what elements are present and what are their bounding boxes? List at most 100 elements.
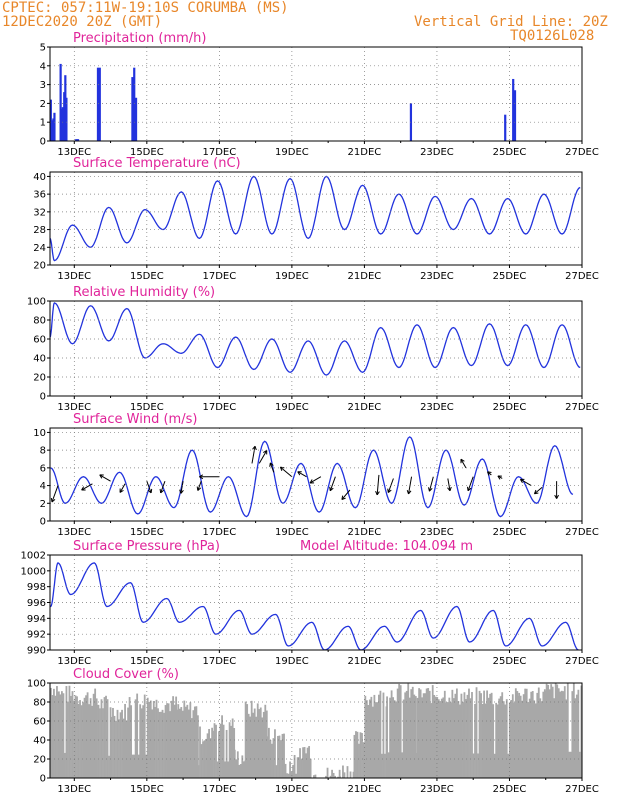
cloud-cover-bar: [511, 694, 514, 778]
cloud-cover-bar: [463, 692, 466, 778]
precipitation-bar: [96, 67, 100, 141]
precipitation-xtick-label: 15DEC: [130, 147, 164, 158]
cloud-cover-bar: [556, 684, 559, 778]
cloud-cover-bar: [498, 698, 501, 778]
cloud-cover-bar: [89, 698, 92, 778]
precipitation-bar: [65, 97, 68, 141]
cloud-cover-bar: [131, 754, 134, 778]
cloud-cover-bar: [525, 688, 528, 778]
cloud-cover-xtick-label: 19DEC: [275, 784, 309, 795]
wind-xtick-label: 19DEC: [275, 527, 309, 538]
pressure-xtick-label: 15DEC: [130, 656, 164, 667]
cloud-cover-bar: [222, 724, 225, 778]
cloud-cover-bar: [402, 699, 405, 778]
cloud-cover-bar: [493, 753, 496, 778]
cloud-cover-bar: [367, 705, 370, 778]
cloud-cover-bar: [127, 707, 129, 778]
humidity-ytick-label: 20: [33, 373, 46, 384]
precipitation-bar: [61, 107, 64, 141]
panel-cloud-cover: Cloud Cover (%) 0 20 40 60 80 100 13DEC 15DEC 17D…: [27, 667, 599, 795]
temperature-ytick-label: 28: [33, 225, 46, 236]
cloud-cover-bar: [446, 702, 449, 778]
cloud-cover-bar: [79, 700, 81, 778]
cloud-cover-bar: [528, 698, 531, 778]
cloud-cover-bar: [57, 691, 60, 778]
cloud-cover-bar: [565, 699, 568, 778]
pressure-xtick-label: 21DEC: [348, 656, 382, 667]
precipitation-bar: [133, 67, 136, 141]
humidity-ytick-label: 60: [33, 335, 46, 346]
wind-arrow: [279, 466, 293, 478]
cloud-cover-bar: [227, 761, 230, 778]
humidity-xtick-label: 25DEC: [493, 402, 527, 413]
cloud-cover-bar: [125, 720, 128, 778]
cloud-cover-bar: [361, 733, 363, 778]
pressure-xtick-label: 23DEC: [420, 656, 454, 667]
cloud-cover-bar: [146, 697, 149, 778]
temperature-title: Surface Temperature (nC): [73, 156, 241, 171]
cloud-cover-bar: [436, 697, 439, 778]
wind-xtick-label: 15DEC: [130, 527, 164, 538]
cloud-cover-bar: [448, 697, 451, 778]
cloud-cover-bar: [399, 685, 402, 778]
cloud-cover-bar: [542, 691, 545, 778]
precipitation-ytick-label: 5: [40, 43, 46, 54]
vertical-grid-note: Vertical Grid Line: 20Z: [414, 14, 608, 30]
precipitation-bar: [59, 63, 62, 141]
wind-xtick-label: 23DEC: [420, 527, 454, 538]
temperature-xtick-label: 17DEC: [202, 271, 236, 282]
cloud-cover-bar: [154, 706, 156, 778]
cloud-cover-bar: [575, 694, 578, 778]
cloud-cover-xtick-label: 23DEC: [420, 784, 454, 795]
cloud-cover-bar: [370, 696, 373, 778]
cloud-cover-bar: [562, 691, 565, 778]
precipitation-ytick-label: 0: [40, 137, 46, 148]
cloud-cover-bar: [551, 686, 554, 778]
cloud-cover-bar: [396, 688, 399, 778]
cloud-cover-bar: [519, 695, 522, 778]
humidity-xtick-label: 19DEC: [275, 402, 309, 413]
cloud-cover-bar: [302, 747, 304, 778]
cloud-cover-bar: [183, 700, 186, 778]
cloud-cover-bar: [427, 688, 430, 778]
cloud-cover-bar: [246, 704, 249, 778]
cloud-cover-bar: [389, 697, 392, 778]
humidity-xtick-label: 27DEC: [565, 402, 599, 413]
precipitation-bar: [50, 120, 54, 141]
cloud-cover-bar: [566, 683, 569, 778]
humidity-xtick-label: 15DEC: [130, 402, 164, 413]
wind-series-line: [50, 436, 574, 518]
cloud-cover-bar: [196, 715, 199, 778]
panel-wind: Surface Wind (m/s) 0 2 4 6 8 10 13DEC 15DEC 17DEC…: [33, 412, 599, 538]
precipitation-data: [50, 63, 517, 141]
pressure-title: Surface Pressure (hPa): [73, 539, 220, 554]
humidity-series-line: [50, 302, 581, 376]
cloud-cover-bar: [480, 693, 482, 778]
cloud-cover-bar: [70, 695, 72, 778]
cloud-cover-bar: [67, 701, 69, 778]
cloud-cover-bar: [293, 754, 296, 778]
cloud-cover-bar: [151, 709, 154, 778]
cloud-cover-bar: [268, 727, 270, 778]
pressure-ytick-label: 992: [27, 630, 46, 641]
wind-ytick-label: 6: [40, 463, 46, 474]
humidity-ytick-label: 0: [40, 392, 46, 403]
cloud-cover-bar: [202, 741, 204, 778]
cloud-cover-bar: [181, 710, 184, 778]
panel-humidity: Relative Humidity (%) 0 20 40 60 80 100 13DEC 15…: [27, 285, 599, 413]
cloud-cover-bar: [200, 744, 203, 778]
precipitation-xtick-label: 27DEC: [565, 147, 599, 158]
cloud-cover-bar: [299, 748, 301, 778]
precipitation-frame: [49, 46, 583, 142]
cloud-cover-bar: [496, 704, 499, 778]
cloud-cover-bar: [376, 702, 379, 778]
cloud-cover-bar: [224, 761, 227, 778]
cloud-cover-bar: [53, 688, 55, 778]
wind-arrow: [159, 480, 166, 494]
cloud-cover-bar: [258, 709, 261, 778]
cloud-cover-bar: [390, 690, 393, 778]
cloud-cover-bar: [393, 700, 396, 778]
cloud-cover-bar: [313, 775, 315, 778]
cloud-cover-bar: [262, 711, 265, 778]
temperature-xtick-label: 15DEC: [130, 271, 164, 282]
